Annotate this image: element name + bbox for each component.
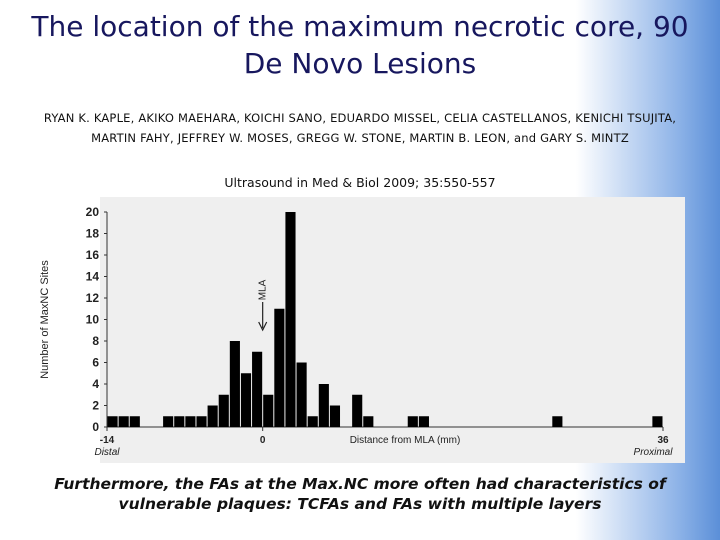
bar [229, 341, 240, 427]
bar [263, 394, 274, 427]
bar [407, 416, 418, 427]
slide-title: The location of the maximum necrotic cor… [31, 10, 689, 80]
y-axis-label: Number of MaxNC Sites [39, 260, 51, 379]
y-tick-label: 4 [92, 377, 99, 391]
x-axis-label: Distance from MLA (mm) [350, 435, 461, 446]
bar [652, 416, 663, 427]
bar [207, 405, 218, 427]
bar [307, 416, 318, 427]
bar [274, 308, 285, 427]
bar [318, 384, 329, 427]
bar [418, 416, 429, 427]
bar [363, 416, 374, 427]
marker-arrowhead [258, 321, 268, 332]
authors: RYAN K. KAPLE, AKIKO MAEHARA, KOICHI SAN… [43, 111, 677, 145]
bar [285, 212, 296, 427]
y-tick-label: 18 [86, 227, 100, 241]
y-tick-label: 20 [86, 205, 100, 219]
bar [163, 416, 174, 427]
y-tick-label: 6 [92, 356, 99, 370]
bar [174, 416, 185, 427]
x-tick-label: 0 [260, 435, 266, 446]
y-tick-label: 2 [92, 399, 99, 413]
bar [296, 362, 307, 427]
bar [329, 405, 341, 427]
citation: Ultrasound in Med & Biol 2009; 35:550-55… [224, 175, 496, 190]
x-tick-label: -14 [100, 435, 115, 446]
bar [252, 351, 263, 427]
bar [552, 416, 563, 427]
bar [107, 416, 118, 427]
y-tick-label: 14 [86, 270, 100, 284]
x-tick-label: 36 [657, 435, 669, 446]
annotation-left: Distal [94, 447, 120, 458]
annotation-right: Proximal [634, 447, 674, 458]
bar [240, 373, 252, 427]
bar [352, 394, 363, 427]
y-tick-label: 10 [86, 313, 100, 327]
marker-label: MLA [258, 279, 269, 300]
bar [118, 416, 129, 427]
bar [185, 416, 196, 427]
y-tick-label: 0 [92, 420, 99, 434]
bar [218, 394, 229, 427]
bar [129, 416, 140, 427]
y-tick-label: 12 [86, 291, 100, 305]
y-tick-label: 16 [86, 248, 100, 262]
y-tick-label: 8 [92, 334, 99, 348]
bar [196, 416, 207, 427]
caption: Furthermore, the FAs at the Max.NC more … [54, 475, 666, 513]
